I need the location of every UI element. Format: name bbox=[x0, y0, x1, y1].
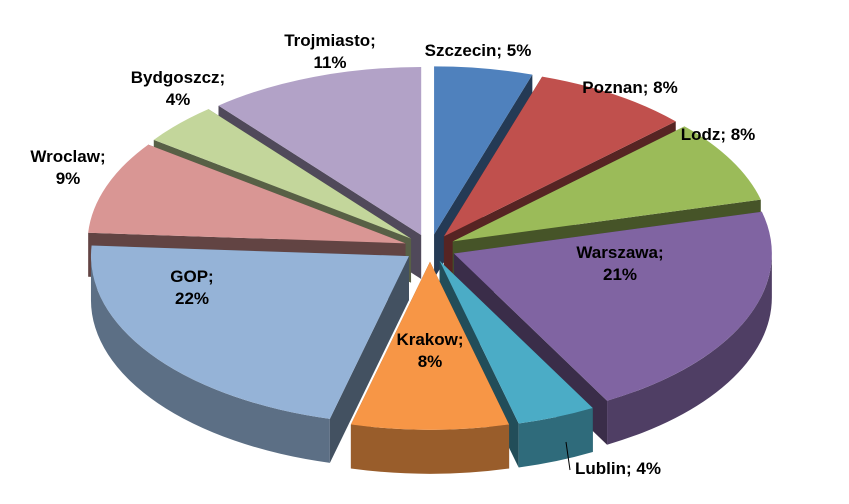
slice-lublin bbox=[439, 260, 593, 424]
slice-bydgoszcz bbox=[153, 109, 412, 239]
slice-lodz bbox=[452, 126, 761, 242]
leader-line-lublin bbox=[565, 441, 571, 471]
label-lublin: Lublin; 4% bbox=[575, 459, 661, 478]
slice-krakow bbox=[350, 261, 510, 430]
pie-labels: Szczecin; 5% Poznan; 8% Lodz; 8% Warszawa; 2… bbox=[30, 31, 755, 478]
label-warszawa: Warszawa; 21% bbox=[576, 243, 663, 284]
slice-szczecin bbox=[434, 66, 533, 235]
slice-outer-wall bbox=[518, 408, 593, 468]
slice-outer-wall bbox=[350, 424, 510, 474]
label-szczecin: Szczecin; 5% bbox=[425, 41, 532, 60]
slice-gop bbox=[90, 245, 409, 419]
slice-warszawa bbox=[453, 211, 772, 401]
slice-outer-wall bbox=[607, 253, 772, 445]
pie-tops bbox=[88, 66, 772, 430]
label-krakow: Krakow; 8% bbox=[396, 330, 463, 371]
label-wroclaw: Wroclaw; 9% bbox=[30, 147, 105, 188]
slice-trojmiasto bbox=[218, 67, 422, 236]
slice-poznan bbox=[443, 76, 676, 237]
slice-wroclaw bbox=[88, 144, 406, 244]
slice-outer-wall bbox=[90, 256, 330, 463]
label-trojmiasto: Trojmiasto; 11% bbox=[284, 31, 376, 72]
label-poznan: Poznan; 8% bbox=[582, 78, 677, 97]
slice-edge-wall bbox=[329, 256, 409, 463]
label-bydgoszcz: Bydgoszcz; 4% bbox=[131, 68, 225, 109]
label-lodz: Lodz; 8% bbox=[681, 125, 756, 144]
label-gop: GOP; 22% bbox=[170, 267, 213, 308]
